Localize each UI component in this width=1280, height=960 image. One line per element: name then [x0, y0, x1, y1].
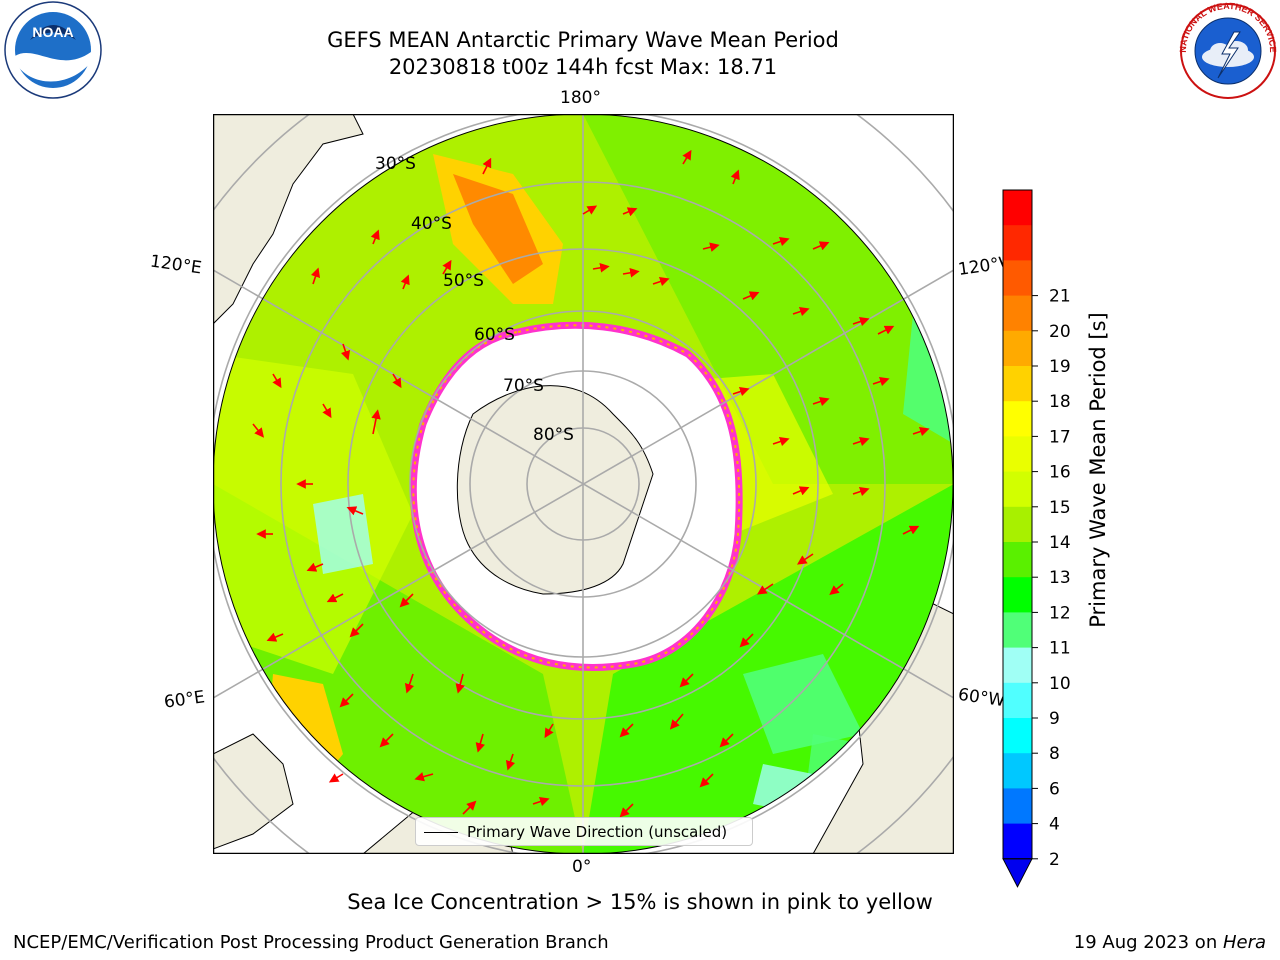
colorbar-band	[1003, 612, 1032, 649]
colorbar-band	[1003, 647, 1032, 684]
colorbar-tick-label: 14	[1049, 533, 1071, 553]
colorbar-band	[1003, 260, 1032, 297]
lat-label-50s: 50°S	[443, 271, 484, 291]
colorbar-band	[1003, 330, 1032, 367]
map-legend: Primary Wave Direction (unscaled)	[415, 817, 753, 846]
map-title: GEFS MEAN Antarctic Primary Wave Mean Pe…	[327, 28, 839, 52]
legend-line-swatch	[424, 832, 458, 833]
colorbar-band	[1003, 753, 1032, 789]
colorbar-extend-triangle	[1002, 858, 1033, 888]
colorbar-band	[1003, 788, 1032, 825]
colorbar-band	[1003, 295, 1032, 332]
colorbar-label: Primary Wave Mean Period [s]	[1086, 312, 1110, 628]
colorbar-outline	[1002, 189, 1033, 860]
colorbar-tick-label: 17	[1049, 427, 1071, 447]
colorbar-tick-label: 18	[1049, 392, 1071, 412]
colorbar-band	[1003, 577, 1032, 613]
colorbar-band	[1003, 225, 1032, 261]
lon-label-60e: 60°E	[162, 687, 207, 713]
colorbar-tick-label: 16	[1049, 463, 1071, 483]
lon-label-0: 0°	[572, 857, 592, 877]
colorbar-band	[1003, 542, 1032, 578]
footer-date-text: 19 Aug 2023 on	[1073, 932, 1223, 953]
legend-label: Primary Wave Direction (unscaled)	[467, 823, 728, 841]
colorbar-band	[1003, 401, 1032, 437]
lon-label-60w: 60°W	[956, 684, 1007, 712]
colorbar-band	[1003, 506, 1032, 543]
colorbar-band	[1003, 823, 1032, 860]
colorbar-tick-label: 10	[1049, 674, 1071, 694]
colorbar-tick-label: 6	[1049, 779, 1060, 799]
colorbar-tick-label: 11	[1049, 639, 1071, 659]
nws-logo: NATIONAL WEATHER SERVICE	[1178, 1, 1278, 100]
colorbar-tick-label: 19	[1049, 357, 1071, 377]
polar-map: 30°S 40°S 50°S 60°S 70°S 80°S Primary Wa…	[213, 114, 954, 854]
map-subtitle: 20230818 t00z 144h fcst Max: 18.71	[388, 55, 778, 79]
colorbar-tick-label: 9	[1049, 709, 1060, 729]
colorbar-band	[1003, 471, 1032, 508]
colorbar-ticks: 2 4 6 8 9 10 11 12 13 14 15 16 17 18 19 20 21	[1032, 287, 1071, 870]
colorbar: 2 4 6 8 9 10 11 12 13 14 15 16 17 18 19 20 21	[1000, 186, 1120, 888]
noaa-logo-text: NOAA	[32, 24, 73, 40]
footer-host: Hera	[1222, 932, 1266, 953]
colorbar-tick-label: 12	[1049, 603, 1071, 623]
colorbar-tick-label: 2	[1049, 850, 1060, 870]
colorbar-tick-label: 15	[1049, 498, 1071, 518]
lat-label-60s: 60°S	[474, 325, 515, 345]
colorbar-band	[1003, 718, 1032, 754]
footer-credit: NCEP/EMC/Verification Post Processing Pr…	[13, 932, 609, 953]
noaa-logo: NOAA	[0, 0, 106, 100]
lat-label-70s: 70°S	[503, 376, 544, 396]
colorbar-band	[1003, 190, 1032, 226]
colorbar-bands	[1002, 189, 1033, 888]
colorbar-band	[1003, 366, 1032, 402]
colorbar-band	[1003, 682, 1032, 719]
colorbar-tick-label: 8	[1049, 744, 1060, 764]
footer-date: 19 Aug 2023 on Hera	[1074, 932, 1266, 953]
sea-ice-caption: Sea Ice Concentration > 15% is shown in …	[347, 890, 933, 914]
colorbar-tick-label: 13	[1049, 568, 1071, 588]
lat-label-40s: 40°S	[411, 214, 452, 234]
lon-label-180: 180°	[560, 88, 601, 108]
lon-label-120e: 120°E	[148, 251, 203, 279]
lat-label-30s: 30°S	[375, 154, 416, 174]
lat-label-80s: 80°S	[533, 425, 574, 445]
colorbar-tick-label: 4	[1049, 815, 1060, 835]
colorbar-band	[1003, 436, 1032, 473]
colorbar-tick-label: 21	[1049, 287, 1071, 307]
colorbar-tick-label: 20	[1049, 322, 1071, 342]
